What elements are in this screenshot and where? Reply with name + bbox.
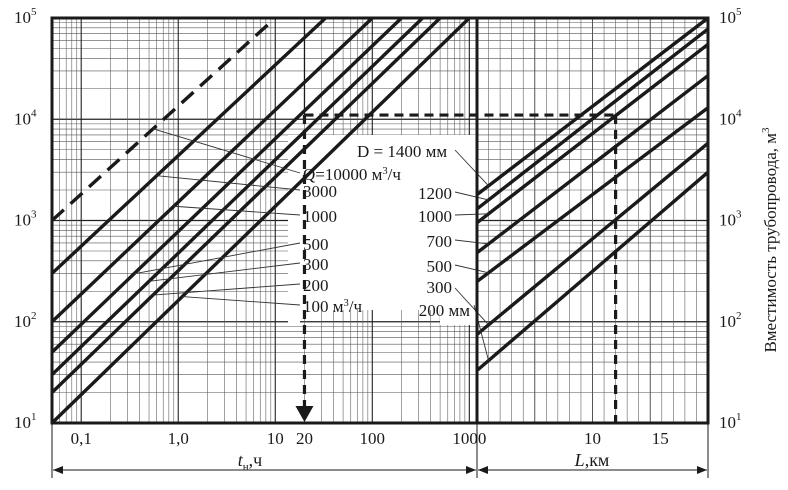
y-tick-label-left: 104: [14, 107, 37, 128]
q-series-label: Q=10000 м3/ч: [303, 165, 401, 184]
x-tick-label-left: 0,1: [71, 429, 92, 448]
label-box: [295, 135, 477, 325]
y-tick-label-right: 102: [719, 310, 742, 331]
series-lines: [50, 16, 710, 425]
q-leader: [173, 205, 301, 216]
series-line-q-0: [50, 16, 277, 222]
y-axis-label: Вместимость трубопровода, м3: [760, 127, 780, 353]
plot-frames: [50, 16, 710, 425]
q-series-label: 300: [303, 255, 329, 274]
d-leader: [454, 239, 489, 245]
label-box-strip: [288, 135, 300, 325]
y-tick-label-left: 103: [14, 209, 37, 230]
d-series-label: 700: [427, 232, 453, 251]
x-tick-label-left: 1000: [452, 429, 486, 448]
dimension-line-left-arrow-a: [53, 466, 63, 474]
x-tick-label-right: 15: [652, 429, 669, 448]
q-leader: [156, 175, 301, 191]
y-tick-label-left: 102: [14, 310, 37, 331]
y-tick-label-left: 101: [14, 411, 37, 432]
q-leader: [153, 283, 301, 296]
series-line-q-5: [50, 16, 442, 394]
y-tick-label-right: 105: [719, 6, 742, 27]
series-line-q-4: [50, 16, 424, 376]
series-line-d-1: [475, 27, 710, 211]
example-guide: [295, 18, 618, 423]
d-leader: [454, 287, 489, 326]
d-leader: [454, 191, 489, 201]
q-leader: [148, 262, 301, 282]
label-leaders: [133, 128, 489, 361]
x-axis-label-left: tн,ч: [238, 450, 262, 473]
y-tick-label-left: 105: [14, 6, 37, 27]
series-line-d-4: [475, 106, 710, 283]
dimension-line-right-arrow-b: [697, 466, 707, 474]
label-background: [288, 135, 477, 325]
series-line-d-0: [475, 16, 710, 197]
series-line-q-1: [50, 16, 327, 275]
series-line-q-3: [50, 16, 403, 354]
x-tick-label-left: 10: [267, 429, 284, 448]
series-line-d-6: [475, 170, 710, 372]
q-series-label: 1000: [303, 207, 337, 226]
series-line-d-2: [475, 42, 710, 225]
q-leader: [133, 242, 301, 275]
d-leader: [454, 264, 489, 274]
series-line-d-5: [475, 141, 710, 336]
y-tick-label-right: 103: [719, 209, 742, 230]
y-tick-label-right: 104: [719, 107, 742, 128]
right-panel-frame: [475, 16, 710, 425]
y-tick-label-right: 101: [719, 411, 742, 432]
q-series-label: 500: [303, 235, 329, 254]
d-series-label: 1200: [418, 184, 452, 203]
x-tick-label-left: 20: [296, 429, 313, 448]
d-series-label: 500: [427, 257, 453, 276]
d-series-label: 1000: [418, 207, 452, 226]
series-line-q-6: [50, 16, 471, 425]
q-series-label: 200: [303, 276, 329, 295]
d-leader: [454, 149, 489, 187]
d-series-label: D = 1400 мм: [357, 142, 447, 161]
series-line-q-2: [50, 16, 374, 323]
d-series-label: 300: [427, 278, 453, 297]
dimension-line-left-arrow-b: [466, 466, 476, 474]
dimension-line-right-arrow-a: [478, 466, 488, 474]
x-tick-label-left: 100: [360, 429, 386, 448]
example-arrow: [295, 406, 314, 422]
q-leader: [182, 296, 301, 306]
q-series-label: 100 м3/ч: [303, 297, 363, 316]
d-leader: [454, 213, 489, 216]
x-tick-label-left: 1,0: [168, 429, 189, 448]
q-leader: [152, 128, 301, 174]
series-line-d-3: [475, 74, 710, 255]
q-series-label: 3000: [303, 182, 337, 201]
x-tick-label-right: 10: [584, 429, 601, 448]
x-axis-label-right: L,км: [574, 450, 610, 470]
d-series-label: 200 мм: [419, 301, 471, 320]
